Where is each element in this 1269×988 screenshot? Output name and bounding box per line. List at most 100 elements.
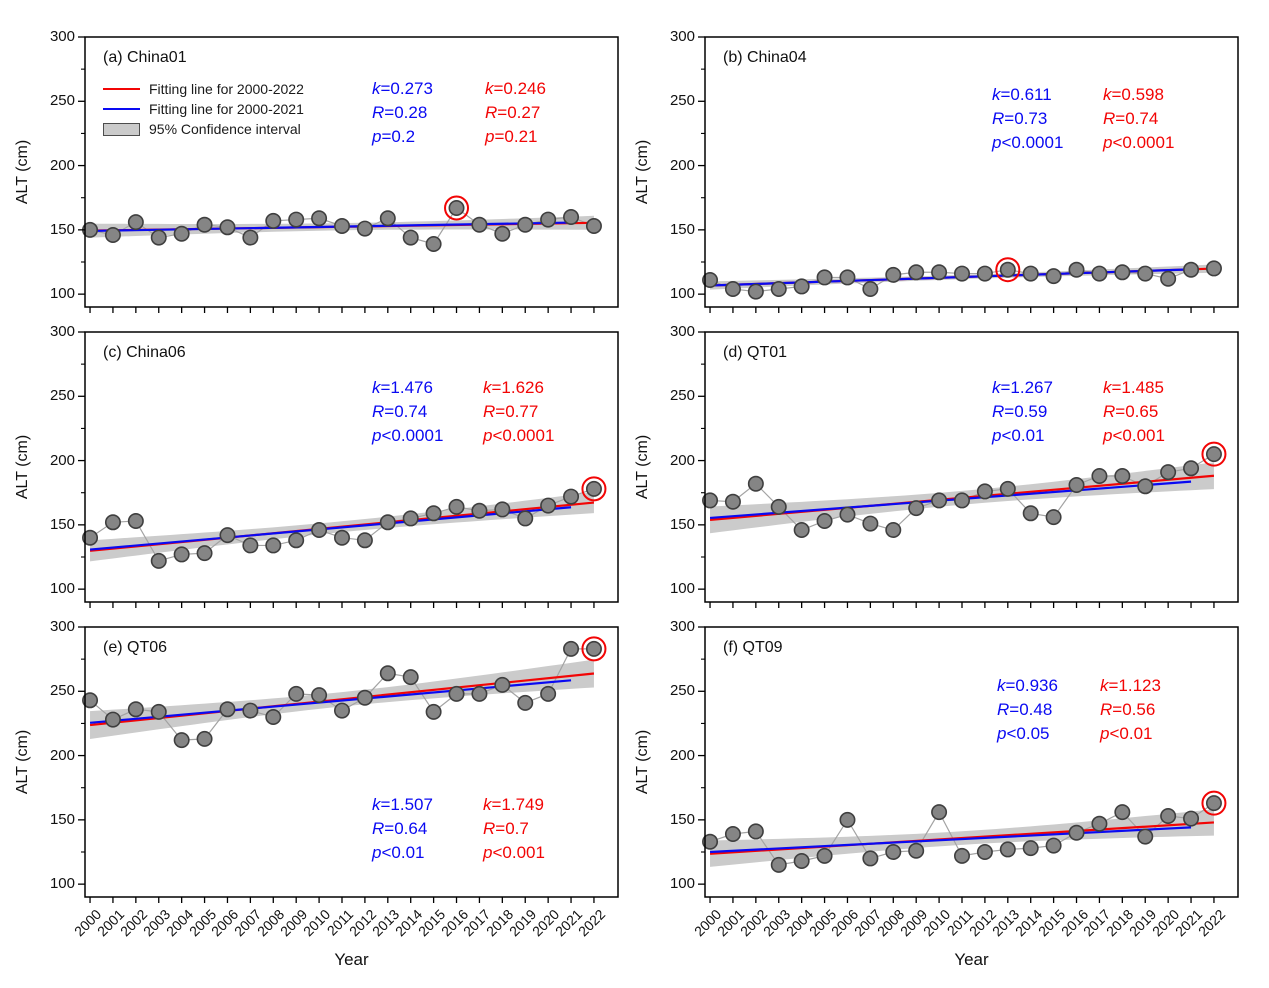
data-point: [702, 492, 719, 509]
blue-fit-line: [709, 480, 1192, 520]
stats-2000-2021: k=1.267 R=0.59 p<0.01: [992, 376, 1053, 448]
data-point: [540, 497, 557, 514]
data-point: [425, 236, 442, 253]
data-point: [1045, 268, 1062, 285]
data-point: [953, 847, 970, 864]
axis-box: [84, 36, 619, 308]
data-point: [265, 709, 282, 726]
axis-box: [704, 36, 1239, 308]
data-point: [747, 475, 764, 492]
data-point: [816, 847, 833, 864]
data-point: [173, 546, 190, 563]
panel-title: (d) QT01: [723, 344, 788, 361]
stat-p: p<0.0001: [483, 426, 555, 445]
data-point: [494, 501, 511, 518]
y-axis-title: ALT (cm): [14, 434, 31, 500]
data-point: [288, 685, 305, 702]
y-tick-label: 150: [49, 810, 75, 828]
stat-p: p<0.01: [372, 843, 425, 862]
axis-box: [704, 331, 1239, 603]
data-point: [1068, 477, 1085, 494]
data-point: [999, 261, 1016, 278]
y-tick-label: 100: [49, 875, 75, 893]
data-point: [585, 640, 602, 657]
x-axis-title-right: Year: [954, 950, 989, 969]
data-point: [976, 483, 993, 500]
data-point: [242, 702, 259, 719]
y-axis-title: ALT (cm): [14, 139, 31, 205]
data-point: [770, 856, 787, 873]
data-point: [1183, 460, 1200, 477]
data-point: [1022, 840, 1039, 857]
data-point: [402, 669, 419, 686]
y-axis-title: ALT (cm): [634, 434, 651, 500]
legend-item-red-fit: Fitting line for 2000-2022: [103, 79, 304, 99]
highlight-circle-marker: [444, 195, 470, 221]
data-point: [333, 218, 350, 235]
data-point: [471, 685, 488, 702]
data-point: [1160, 808, 1177, 825]
y-tick-label: 150: [669, 220, 695, 238]
blue-fit-line: [709, 826, 1192, 854]
data-point: [540, 685, 557, 702]
data-point: [448, 498, 465, 515]
data-point: [1114, 468, 1131, 485]
legend-item-confidence: 95% Confidence interval: [103, 119, 304, 139]
data-point: [104, 514, 121, 531]
data-point: [702, 272, 719, 289]
y-tick-label: 250: [49, 92, 75, 110]
data-point: [1091, 468, 1108, 485]
data-point: [793, 853, 810, 870]
data-point: [563, 209, 580, 226]
stat-k: k=0.598: [1103, 85, 1164, 104]
stats-2000-2022: k=0.246 R=0.27 p=0.21: [485, 77, 546, 149]
y-tick-label: 150: [49, 220, 75, 238]
y-tick-label: 200: [49, 451, 75, 469]
highlight-circle-marker: [1201, 441, 1227, 467]
legend-label: Fitting line for 2000-2022: [149, 81, 304, 97]
data-point: [356, 220, 373, 237]
plot-area-china01: [78, 36, 619, 313]
data-point: [1160, 464, 1177, 481]
stat-k: k=1.507: [372, 795, 433, 814]
plot-area-qt01: [698, 331, 1239, 608]
data-point: [288, 211, 305, 228]
y-tick-label: 300: [49, 618, 75, 635]
stats-2000-2022: k=1.626 R=0.77 p<0.0001: [483, 376, 554, 448]
blue-fit-line: [710, 268, 1192, 287]
highlight-circle-marker: [581, 636, 607, 662]
data-point: [724, 281, 741, 298]
blue-fit-line: [89, 679, 572, 724]
data-point: [425, 703, 442, 720]
stat-p: p<0.01: [992, 426, 1045, 445]
data-point: [724, 493, 741, 510]
data-point: [150, 229, 167, 246]
data-point: [885, 266, 902, 283]
data-point: [196, 730, 213, 747]
data-point: [265, 537, 282, 554]
y-tick-label: 150: [669, 810, 695, 828]
y-tick-label: 300: [669, 618, 695, 635]
stats-2000-2021: k=0.273 R=0.28 p=0.2: [372, 77, 433, 149]
data-point: [448, 685, 465, 702]
data-point: [1045, 509, 1062, 526]
y-tick-label: 250: [49, 682, 75, 700]
panel-title: (a) China01: [103, 49, 187, 66]
data-point: [517, 694, 534, 711]
data-point: [517, 216, 534, 233]
data-point: [702, 833, 719, 850]
data-point: [976, 265, 993, 282]
plot-area-qt06: [78, 626, 619, 903]
data-point: [311, 522, 328, 539]
y-tick-label: 150: [669, 515, 695, 533]
y-axis-title: ALT (cm): [634, 139, 651, 205]
stat-R: R=0.74: [1103, 109, 1159, 128]
data-point: [242, 229, 259, 246]
stats-2000-2021: k=1.476 R=0.74 p<0.0001: [372, 376, 443, 448]
data-point: [816, 269, 833, 286]
blue-fit-line: [90, 221, 572, 233]
data-point: [1160, 270, 1177, 287]
axis-box: [84, 331, 619, 603]
y-tick-label: 100: [669, 580, 695, 598]
